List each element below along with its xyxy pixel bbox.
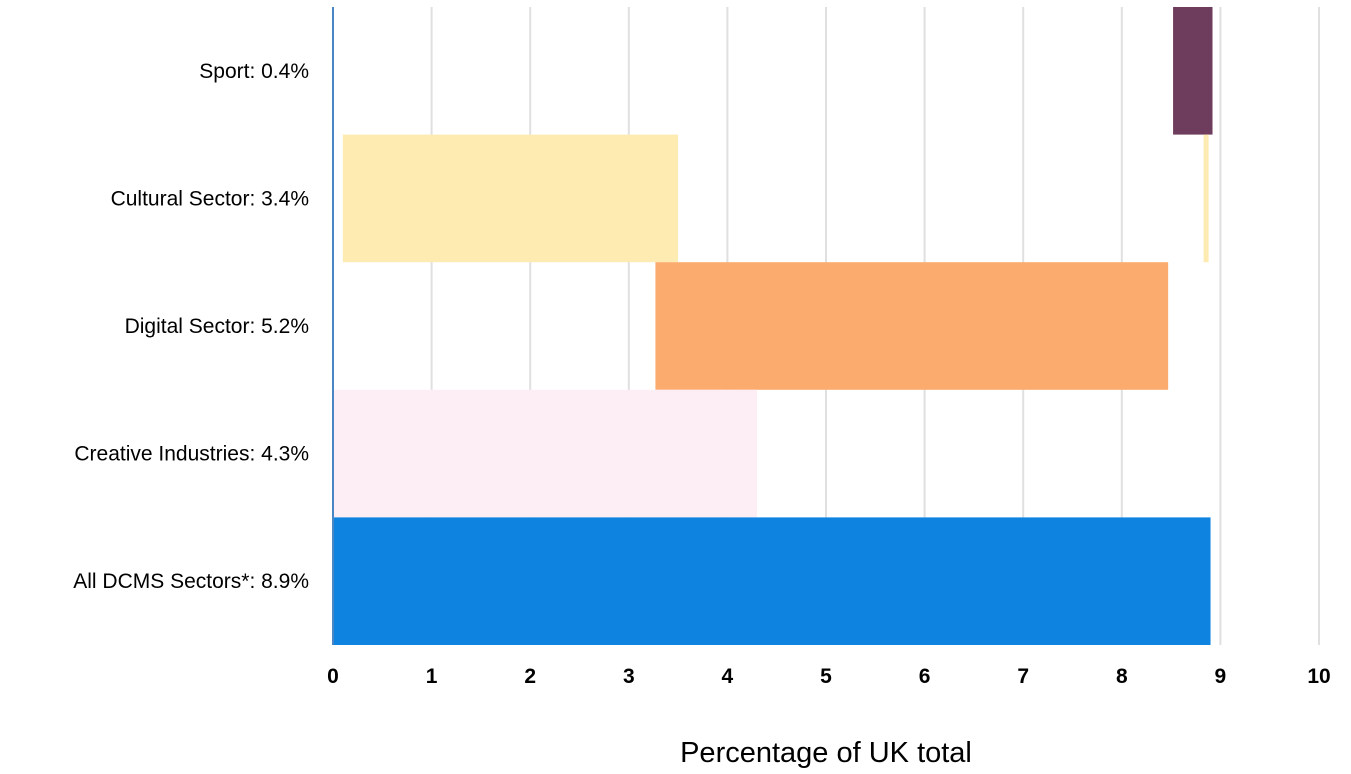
x-tick-label-2: 2 xyxy=(524,665,536,688)
x-tick-label-9: 9 xyxy=(1215,665,1227,688)
x-tick-label-0: 0 xyxy=(327,665,339,688)
x-tick-label-3: 3 xyxy=(623,665,635,688)
category-labels: Sport: 0.4% Cultural Sector: 3.4% Digital … xyxy=(73,60,309,593)
x-tick-label-1: 1 xyxy=(426,665,438,688)
bar-3 xyxy=(333,389,757,518)
category-label-2: Digital Sector: 5.2% xyxy=(125,315,309,338)
bar-1-accent xyxy=(1203,134,1209,263)
x-tick-labels: 0 1 2 3 4 5 6 7 8 9 10 xyxy=(327,665,1331,688)
x-tick-label-10: 10 xyxy=(1307,665,1330,688)
x-tick-label-5: 5 xyxy=(820,665,832,688)
bars xyxy=(333,7,1213,645)
x-tick-label-6: 6 xyxy=(919,665,931,688)
x-tick-label-7: 7 xyxy=(1017,665,1029,688)
category-label-4: All DCMS Sectors*: 8.9% xyxy=(73,570,309,593)
bar-4 xyxy=(333,517,1211,645)
category-label-1: Cultural Sector: 3.4% xyxy=(111,187,309,210)
bar-accent-marks xyxy=(1203,134,1209,263)
category-label-3: Creative Industries: 4.3% xyxy=(74,443,309,466)
category-label-0: Sport: 0.4% xyxy=(199,60,309,83)
x-tick-label-4: 4 xyxy=(722,665,734,688)
bar-1 xyxy=(342,134,679,263)
bar-0 xyxy=(1173,7,1213,135)
x-axis-title: Percentage of UK total xyxy=(680,737,972,769)
bar-2 xyxy=(655,262,1169,390)
x-tick-label-8: 8 xyxy=(1116,665,1128,688)
